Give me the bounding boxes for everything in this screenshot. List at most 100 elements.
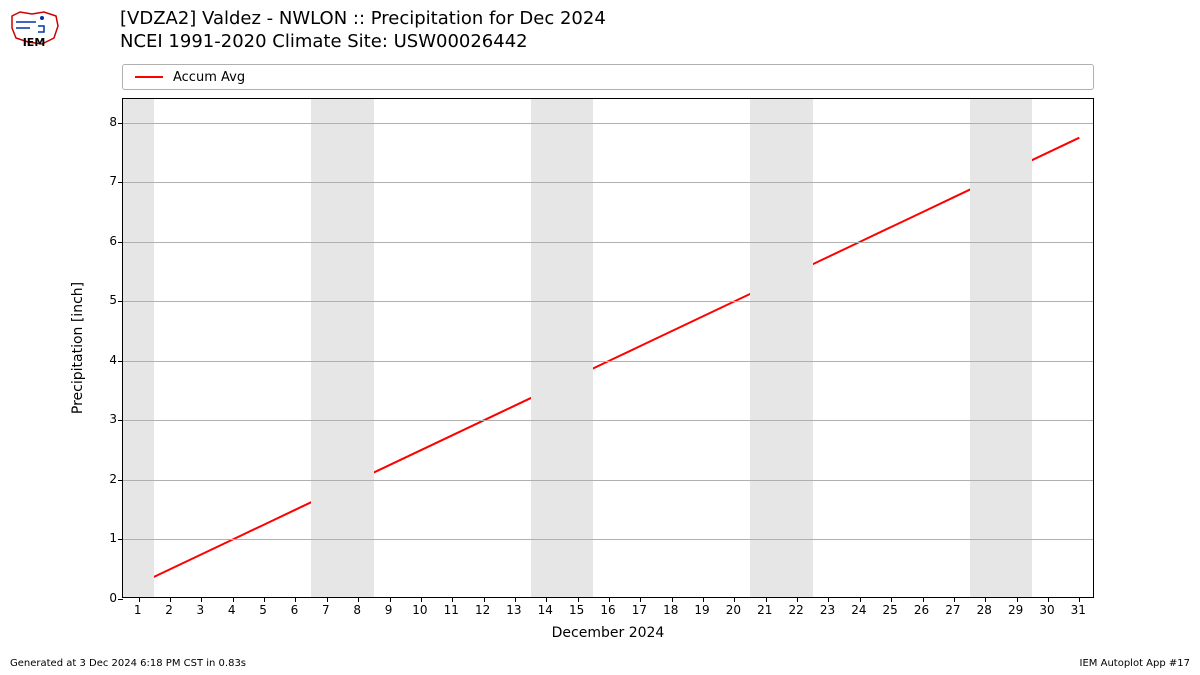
ytick-mark (118, 301, 123, 302)
gridline-h (123, 420, 1093, 421)
xtick-mark (201, 597, 202, 602)
xtick-mark (797, 597, 798, 602)
xtick-mark (1017, 597, 1018, 602)
chart-title-block: [VDZA2] Valdez - NWLON :: Precipitation … (120, 8, 1180, 53)
xtick-label: 5 (259, 603, 267, 617)
legend-label: Accum Avg (173, 70, 245, 85)
legend: Accum Avg (122, 64, 1094, 90)
xtick-mark (860, 597, 861, 602)
xtick-mark (766, 597, 767, 602)
gridline-h (123, 480, 1093, 481)
xtick-label: 17 (632, 603, 647, 617)
xtick-mark (233, 597, 234, 602)
xtick-label: 28 (977, 603, 992, 617)
xtick-mark (703, 597, 704, 602)
xtick-mark (1048, 597, 1049, 602)
xtick-mark (139, 597, 140, 602)
x-axis-label: December 2024 (122, 625, 1094, 641)
weekend-band (311, 99, 374, 597)
xtick-mark (734, 597, 735, 602)
ytick-label: 5 (109, 293, 117, 307)
y-axis-label: Precipitation [inch] (68, 98, 88, 598)
xtick-label: 26 (914, 603, 929, 617)
xtick-mark (891, 597, 892, 602)
ytick-label: 8 (109, 115, 117, 129)
ytick-label: 6 (109, 234, 117, 248)
ytick-mark (118, 480, 123, 481)
xtick-mark (923, 597, 924, 602)
xtick-label: 16 (600, 603, 615, 617)
xtick-label: 10 (412, 603, 427, 617)
gridline-h (123, 361, 1093, 362)
xtick-label: 21 (757, 603, 772, 617)
xtick-mark (484, 597, 485, 602)
weekend-band (970, 99, 1033, 597)
xtick-label: 11 (444, 603, 459, 617)
xtick-label: 7 (322, 603, 330, 617)
xtick-label: 14 (538, 603, 553, 617)
xtick-label: 27 (945, 603, 960, 617)
svg-text:IEM: IEM (23, 36, 46, 48)
xtick-label: 20 (726, 603, 741, 617)
ytick-label: 7 (109, 174, 117, 188)
xtick-mark (295, 597, 296, 602)
xtick-mark (546, 597, 547, 602)
xtick-label: 1 (134, 603, 142, 617)
ytick-label: 3 (109, 412, 117, 426)
ytick-mark (118, 420, 123, 421)
xtick-label: 29 (1008, 603, 1023, 617)
ytick-mark (118, 182, 123, 183)
xtick-label: 19 (694, 603, 709, 617)
xtick-label: 13 (506, 603, 521, 617)
xtick-mark (1079, 597, 1080, 602)
plot-area (122, 98, 1094, 598)
iem-logo: IEM (8, 8, 60, 48)
footer-app: IEM Autoplot App #17 (1080, 658, 1190, 669)
xtick-label: 2 (165, 603, 173, 617)
legend-swatch (135, 76, 163, 78)
xtick-mark (421, 597, 422, 602)
xtick-mark (578, 597, 579, 602)
xtick-label: 15 (569, 603, 584, 617)
xtick-mark (828, 597, 829, 602)
xtick-label: 4 (228, 603, 236, 617)
xtick-mark (640, 597, 641, 602)
xtick-mark (170, 597, 171, 602)
ytick-mark (118, 361, 123, 362)
xtick-mark (327, 597, 328, 602)
gridline-h (123, 301, 1093, 302)
ytick-label: 0 (109, 591, 117, 605)
ytick-mark (118, 242, 123, 243)
xtick-label: 8 (353, 603, 361, 617)
xtick-mark (264, 597, 265, 602)
xtick-label: 22 (788, 603, 803, 617)
ytick-label: 4 (109, 353, 117, 367)
footer-generated: Generated at 3 Dec 2024 6:18 PM CST in 0… (10, 658, 246, 669)
title-line-1: [VDZA2] Valdez - NWLON :: Precipitation … (120, 8, 1180, 31)
xtick-mark (985, 597, 986, 602)
xtick-mark (390, 597, 391, 602)
xtick-label: 9 (385, 603, 393, 617)
gridline-h (123, 182, 1093, 183)
ytick-label: 1 (109, 531, 117, 545)
title-line-2: NCEI 1991-2020 Climate Site: USW00026442 (120, 31, 1180, 54)
xtick-label: 6 (291, 603, 299, 617)
ytick-mark (118, 123, 123, 124)
weekend-band (123, 99, 154, 597)
xtick-mark (515, 597, 516, 602)
gridline-h (123, 123, 1093, 124)
xtick-mark (954, 597, 955, 602)
xtick-label: 12 (475, 603, 490, 617)
gridline-h (123, 539, 1093, 540)
weekend-band (531, 99, 594, 597)
ytick-mark (118, 539, 123, 540)
gridline-h (123, 242, 1093, 243)
xtick-label: 25 (883, 603, 898, 617)
xtick-mark (609, 597, 610, 602)
xtick-label: 31 (1071, 603, 1086, 617)
xtick-label: 23 (820, 603, 835, 617)
xtick-label: 24 (851, 603, 866, 617)
ytick-label: 2 (109, 472, 117, 486)
xtick-mark (358, 597, 359, 602)
ytick-mark (118, 599, 123, 600)
